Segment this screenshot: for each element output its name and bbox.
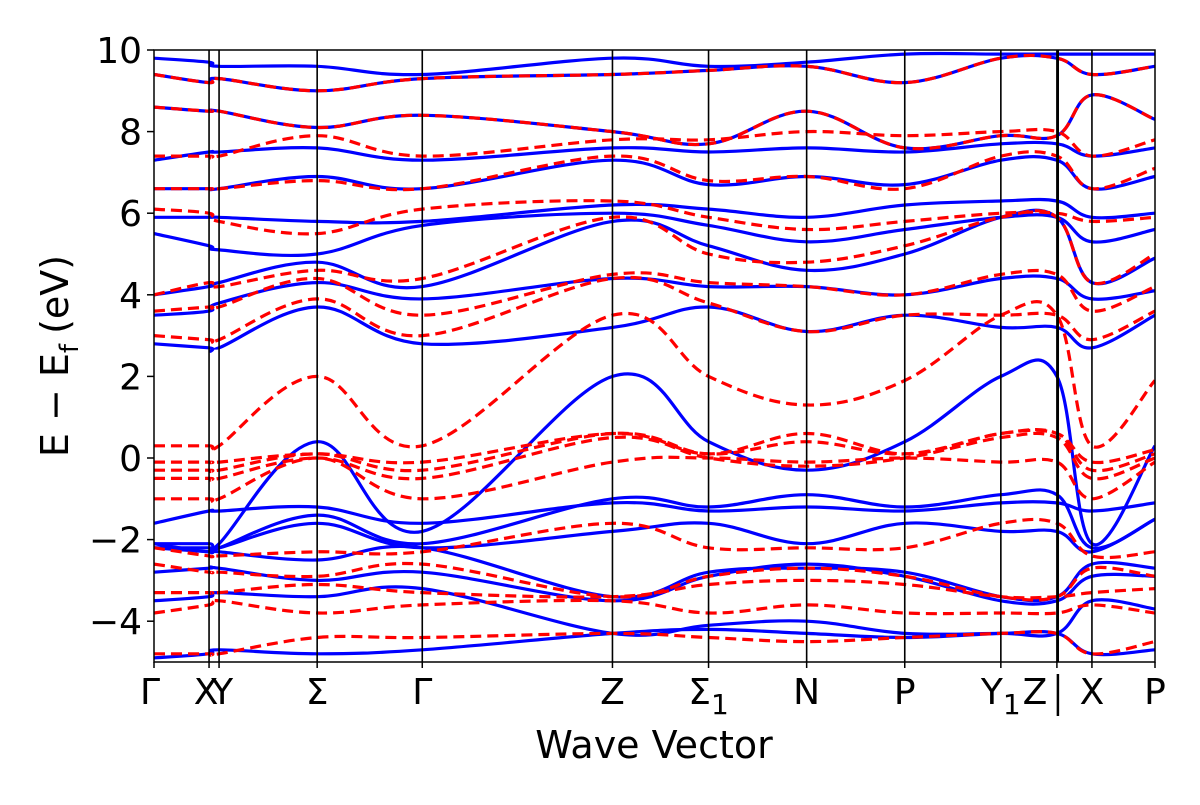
solid-band-line-9: [154, 274, 1155, 317]
dashed-band-line-8: [154, 428, 1155, 465]
x-tick-label: Z: [1023, 672, 1048, 713]
solid-band-line-17: [154, 51, 1155, 77]
dashed-bands: [154, 53, 1155, 657]
x-tick-label: Σ1: [688, 672, 729, 721]
solid-band-line-7: [154, 358, 1155, 554]
y-axis-label-main: E − E: [33, 353, 77, 457]
y-axis-label: E − Ef (eV): [33, 255, 85, 457]
dashed-band-line-12: [154, 209, 1155, 297]
x-tick-label-main: Σ: [688, 672, 711, 713]
x-axis-label: Wave Vector: [535, 723, 773, 767]
x-axis-ticks: Γ XY Σ Γ Z Σ1 N P Y1 Z X P: [140, 662, 1166, 721]
x-tick-label: Γ: [412, 672, 432, 713]
k-point-lines: [208, 50, 1093, 662]
y-tick-label: 4: [119, 276, 142, 317]
dashed-band-line-2: [154, 578, 1155, 600]
solid-band-line-4: [154, 517, 1155, 554]
dashed-band-line-9: [154, 300, 1155, 453]
solid-band-line-12: [154, 197, 1155, 225]
plot-frame: [153, 49, 1156, 663]
dashed-band-line-15: [154, 127, 1155, 160]
y-axis-ticks: −4 −2 0 2 4 6 8 10: [89, 31, 154, 643]
y-tick-label: 8: [119, 113, 142, 154]
plot-background: [154, 50, 1155, 662]
x-tick-label: X: [194, 672, 219, 713]
solid-band-line-11: [154, 211, 1155, 258]
dashed-band-line-11: [154, 268, 1155, 317]
dashed-band-line-10: [154, 275, 1155, 345]
x-tick-label: Γ: [140, 672, 160, 713]
x-tick-label-main: Y: [980, 672, 1004, 713]
dashed-band-line-3: [154, 561, 1155, 602]
dashed-band-line-13: [154, 199, 1155, 236]
dashed-band-line-14: [154, 150, 1155, 192]
x-tick-label: N: [793, 672, 820, 713]
x-tick-label: Y1: [980, 672, 1021, 721]
y-tick-label: 0: [119, 439, 142, 480]
solid-band-line-6: [154, 488, 1155, 555]
x-tick-label: Y: [210, 672, 234, 713]
dashed-band-line-4: [154, 517, 1155, 560]
solid-band-line-8: [154, 305, 1155, 353]
y-axis-label-unit: (eV): [33, 255, 77, 334]
x-tick-label-subscript: 1: [1003, 688, 1021, 721]
x-tick-label: P: [894, 672, 916, 713]
y-tick-label: 2: [119, 357, 142, 398]
dashed-band-line-1: [154, 598, 1155, 616]
bands-layer: [154, 51, 1155, 660]
y-axis-label-subscript: f: [55, 343, 85, 353]
solid-band-line-2: [154, 562, 1155, 606]
y-tick-label: 10: [96, 31, 142, 72]
dashed-band-line-6: [154, 431, 1155, 482]
x-tick-label-subscript: 1: [711, 688, 729, 721]
dashed-band-line-0: [154, 630, 1155, 657]
solid-band-line-1: [154, 585, 1155, 638]
x-tick-label: P: [1144, 672, 1166, 713]
y-tick-label: −2: [89, 521, 142, 562]
x-tick-label: Σ: [306, 672, 329, 713]
y-tick-label: 6: [119, 194, 142, 235]
x-tick-label: Z: [600, 672, 625, 713]
dashed-band-line-17: [154, 53, 1155, 93]
dashed-band-line-16: [154, 93, 1155, 151]
solid-band-line-5: [154, 500, 1155, 525]
x-tick-label: X: [1080, 672, 1105, 713]
dashed-band-line-5: [154, 455, 1155, 504]
y-tick-label: −4: [89, 602, 142, 643]
